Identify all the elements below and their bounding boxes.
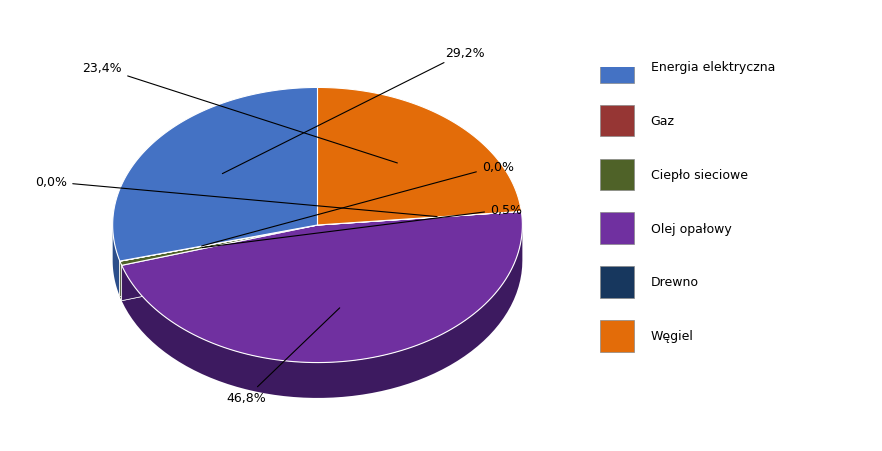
PathPatch shape <box>122 212 522 363</box>
PathPatch shape <box>120 226 318 297</box>
Text: 0,5%: 0,5% <box>202 203 522 248</box>
PathPatch shape <box>122 226 318 301</box>
Text: 23,4%: 23,4% <box>83 62 398 164</box>
PathPatch shape <box>120 226 318 297</box>
FancyBboxPatch shape <box>600 52 633 83</box>
Text: 0,0%: 0,0% <box>202 160 514 246</box>
Text: Ciepło sieciowe: Ciepło sieciowe <box>651 169 748 181</box>
Text: Energia elektryczna: Energia elektryczna <box>651 61 775 74</box>
Text: Olej opałowy: Olej opałowy <box>651 222 731 235</box>
Text: 0,0%: 0,0% <box>35 176 437 217</box>
FancyBboxPatch shape <box>600 320 633 352</box>
PathPatch shape <box>120 262 122 301</box>
Text: 46,8%: 46,8% <box>226 308 340 405</box>
PathPatch shape <box>120 226 318 266</box>
FancyBboxPatch shape <box>600 159 633 191</box>
PathPatch shape <box>318 88 521 226</box>
PathPatch shape <box>122 226 522 398</box>
PathPatch shape <box>120 226 318 297</box>
FancyBboxPatch shape <box>600 213 633 244</box>
PathPatch shape <box>120 226 318 262</box>
FancyBboxPatch shape <box>600 267 633 298</box>
PathPatch shape <box>120 226 318 297</box>
PathPatch shape <box>318 212 521 226</box>
Text: 29,2%: 29,2% <box>222 46 485 174</box>
FancyBboxPatch shape <box>600 106 633 137</box>
Text: Węgiel: Węgiel <box>651 330 693 342</box>
PathPatch shape <box>113 88 318 262</box>
Text: Drewno: Drewno <box>651 276 699 289</box>
PathPatch shape <box>113 226 120 297</box>
PathPatch shape <box>122 226 318 301</box>
Text: Gaz: Gaz <box>651 115 675 128</box>
